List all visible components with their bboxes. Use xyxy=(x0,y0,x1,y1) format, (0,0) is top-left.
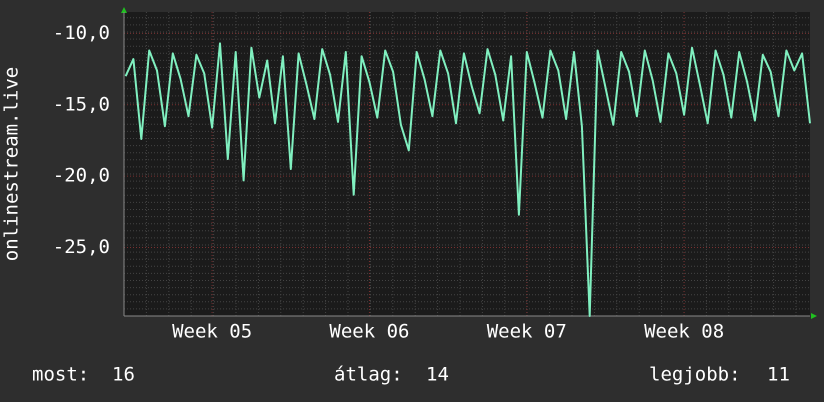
x-tick-label: Week 05 xyxy=(172,321,252,343)
axis-arrow xyxy=(811,313,817,319)
stat-value: 14 xyxy=(426,364,449,386)
stat-label: legjobb: xyxy=(649,364,741,386)
y-tick-label: -15,0 xyxy=(53,93,110,115)
stat-label: átlag: xyxy=(334,364,403,386)
stat-label: most: xyxy=(32,364,89,386)
y-tick-label: -25,0 xyxy=(53,236,110,258)
axis-arrow xyxy=(121,7,127,13)
y-axis-label: onlinestream.live xyxy=(1,67,23,261)
y-tick-label: -20,0 xyxy=(53,165,110,187)
data-line xyxy=(124,42,811,317)
y-tick-label: -10,0 xyxy=(53,22,110,44)
stat-value: 16 xyxy=(112,364,135,386)
x-tick-label: Week 08 xyxy=(644,321,724,343)
x-tick-label: Week 07 xyxy=(487,321,567,343)
stat-value: 11 xyxy=(767,364,790,386)
plot-area xyxy=(124,12,810,316)
x-tick-label: Week 06 xyxy=(329,321,409,343)
legend: most: 16 átlag: 14 legjobb: 11 xyxy=(32,364,790,386)
